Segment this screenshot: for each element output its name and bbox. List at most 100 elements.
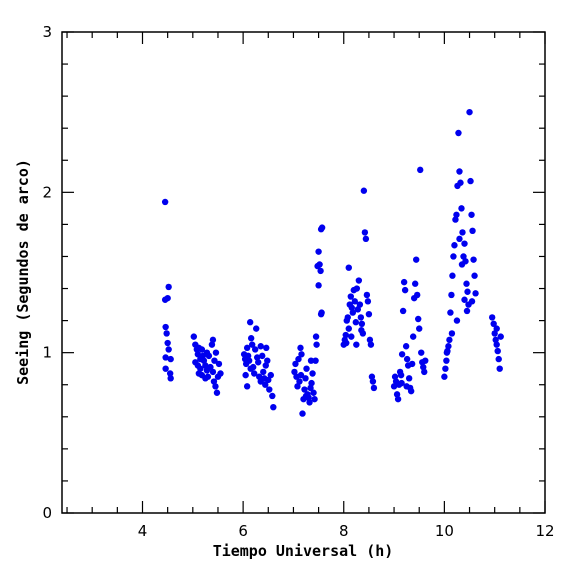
- data-point: [362, 235, 370, 243]
- data-point: [488, 314, 496, 321]
- data-point: [299, 410, 306, 417]
- data-point: [369, 378, 377, 385]
- x-tick-label: 4: [138, 522, 148, 540]
- data-point: [366, 336, 374, 344]
- data-point: [417, 166, 424, 174]
- data-point: [244, 352, 252, 360]
- data-point: [443, 357, 450, 364]
- data-points: [161, 108, 504, 417]
- data-point: [248, 341, 256, 348]
- data-point: [315, 248, 322, 255]
- data-point: [448, 291, 455, 299]
- data-point: [398, 379, 405, 387]
- data-point: [202, 362, 209, 369]
- data-point: [204, 373, 212, 380]
- data-point: [243, 383, 251, 390]
- y-tick-label: 1: [42, 344, 52, 362]
- data-point: [209, 368, 217, 376]
- data-point: [461, 296, 468, 303]
- data-point: [401, 286, 409, 294]
- data-point: [497, 333, 504, 340]
- data-point: [302, 375, 309, 382]
- data-point: [349, 309, 357, 316]
- data-point: [347, 293, 354, 300]
- data-point: [351, 298, 359, 305]
- data-point: [370, 384, 378, 392]
- data-point: [308, 379, 315, 387]
- data-point: [461, 240, 468, 247]
- data-point: [402, 343, 410, 350]
- y-tick-label: 2: [42, 183, 52, 201]
- data-point: [312, 357, 319, 364]
- data-point: [468, 211, 475, 218]
- data-point: [307, 384, 314, 392]
- data-point: [445, 343, 452, 350]
- data-point: [307, 357, 315, 364]
- data-point: [269, 392, 276, 400]
- data-point: [255, 359, 262, 366]
- data-point: [265, 376, 272, 384]
- data-point: [295, 355, 302, 363]
- data-point: [422, 357, 429, 364]
- data-point: [297, 371, 305, 379]
- data-point: [243, 344, 251, 352]
- data-point: [368, 373, 376, 380]
- data-point: [453, 317, 461, 324]
- data-point: [403, 355, 411, 363]
- data-point: [212, 383, 219, 390]
- data-point: [409, 333, 417, 340]
- data-point: [297, 344, 304, 352]
- data-point: [164, 294, 171, 302]
- data-point: [256, 373, 263, 380]
- data-point: [356, 301, 364, 308]
- data-point: [194, 351, 202, 358]
- data-point: [413, 256, 420, 263]
- data-point: [209, 336, 217, 344]
- data-point: [458, 205, 465, 212]
- data-point: [407, 387, 415, 395]
- data-point: [298, 351, 305, 358]
- data-point: [354, 306, 362, 313]
- data-point: [296, 378, 303, 385]
- data-point: [405, 375, 413, 382]
- data-point: [352, 319, 360, 326]
- data-point: [416, 325, 423, 332]
- data-point: [292, 360, 299, 368]
- data-point: [215, 360, 223, 368]
- data-point: [358, 320, 366, 328]
- data-point: [449, 272, 456, 279]
- data-point: [253, 325, 260, 332]
- data-point: [263, 344, 270, 352]
- data-point: [345, 264, 352, 271]
- data-point: [455, 129, 462, 137]
- data-point: [456, 235, 463, 243]
- data-point: [162, 323, 169, 331]
- data-point: [494, 347, 501, 355]
- data-point: [306, 399, 313, 406]
- data-point: [344, 314, 351, 321]
- data-point: [210, 378, 218, 385]
- data-point: [315, 282, 322, 289]
- data-point: [257, 343, 264, 350]
- data-point: [420, 363, 427, 371]
- data-point: [358, 327, 365, 334]
- data-point: [203, 349, 211, 356]
- data-point: [264, 357, 271, 364]
- data-point: [161, 198, 169, 206]
- data-point: [469, 227, 476, 235]
- data-point: [393, 391, 401, 398]
- data-point: [363, 291, 371, 299]
- data-point: [165, 346, 172, 353]
- data-point: [167, 355, 174, 363]
- data-point: [164, 339, 171, 347]
- data-point: [399, 307, 407, 315]
- data-point: [345, 325, 352, 332]
- data-point: [460, 253, 467, 260]
- data-point: [391, 373, 399, 380]
- x-tick-label: 10: [435, 522, 454, 540]
- data-point: [197, 365, 204, 372]
- data-point: [267, 371, 274, 379]
- data-point: [390, 383, 398, 390]
- data-point: [411, 280, 419, 287]
